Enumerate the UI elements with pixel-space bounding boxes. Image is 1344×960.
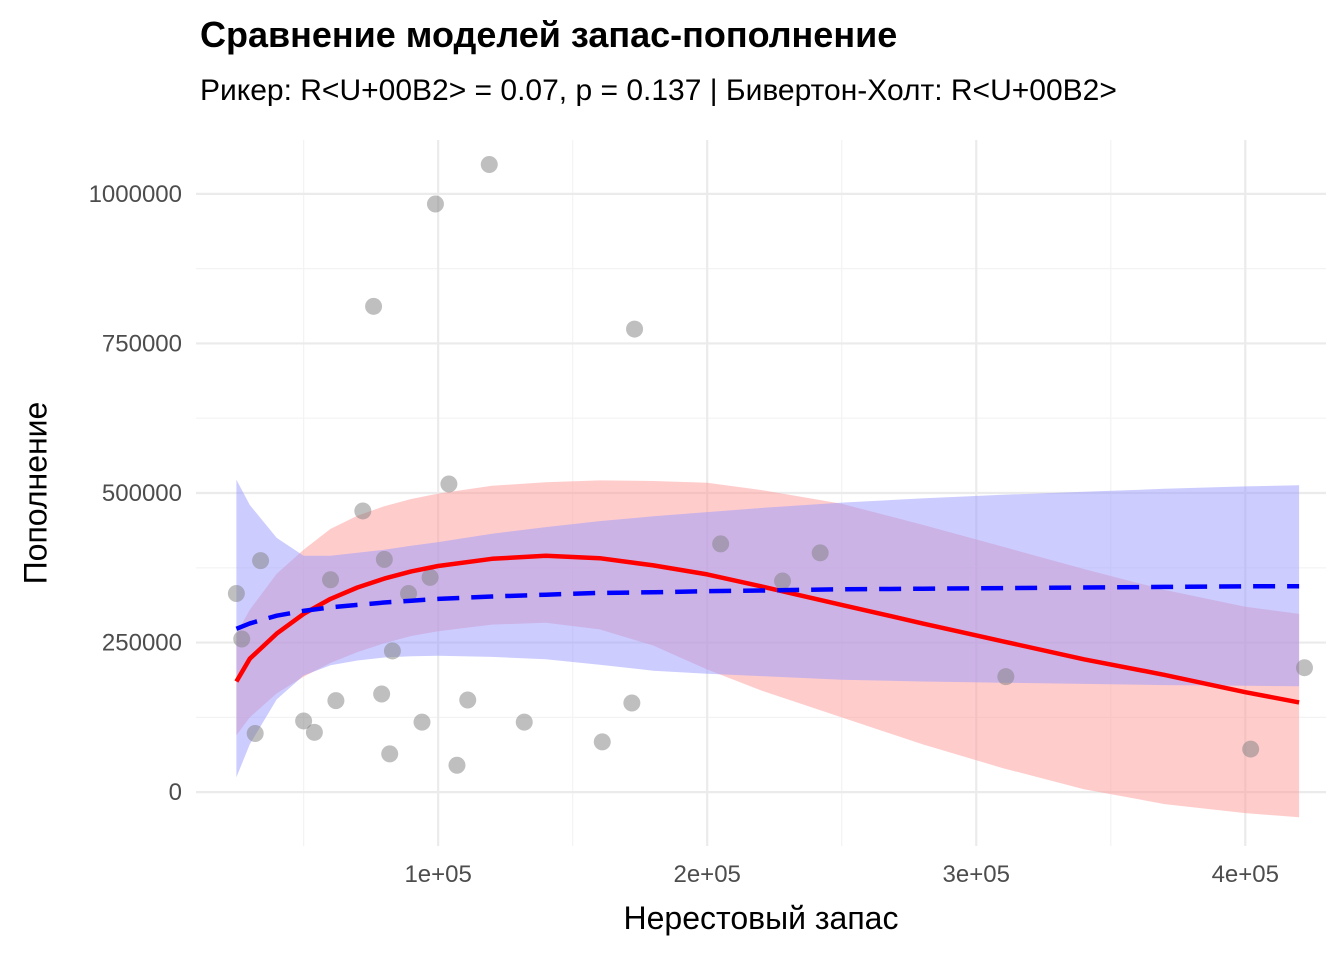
data-point [365, 297, 383, 315]
ricker-fit-line [234, 553, 1300, 705]
bh-confidence-band [236, 479, 1300, 778]
data-point [252, 552, 270, 570]
axis-tick-labels: 1e+05 2e+05 3e+05 4e+05 0 250000 500000 750000 1… [89, 181, 1279, 888]
x-tick-label: 2e+05 [673, 861, 740, 888]
data-point [1295, 659, 1313, 677]
data-point [712, 535, 730, 553]
data-point [327, 692, 345, 710]
data-point [413, 713, 431, 731]
data-points [227, 156, 1313, 774]
fit-lines [234, 553, 1300, 705]
bh-fit-line [235, 584, 1300, 631]
data-point [515, 713, 533, 731]
data-point [440, 475, 458, 493]
data-point [426, 195, 444, 213]
data-point [381, 745, 399, 763]
data-point [480, 156, 498, 174]
x-axis-label: Нерестовый запас [623, 900, 899, 936]
data-point [626, 320, 644, 338]
data-point [322, 571, 340, 589]
data-point [623, 694, 641, 712]
data-point [246, 725, 264, 743]
data-point [375, 550, 393, 568]
data-point [383, 642, 401, 660]
data-point [997, 668, 1015, 686]
chart-title: Сравнение моделей запас-пополнение [200, 14, 898, 55]
data-point [774, 572, 792, 590]
data-point [421, 568, 439, 586]
data-point [373, 685, 391, 703]
x-tick-label: 4e+05 [1212, 861, 1279, 888]
data-point [448, 756, 466, 774]
data-point [295, 712, 313, 730]
data-point [593, 733, 611, 751]
chart-subtitle: Рикер: R<U+00B2> = 0.07, p = 0.137 | Бив… [200, 74, 1117, 107]
x-tick-label: 3e+05 [943, 861, 1010, 888]
data-point [400, 585, 418, 603]
y-axis-label-container: Пополнение [16, 140, 56, 846]
data-point [459, 691, 477, 709]
data-point [354, 502, 372, 520]
data-point [305, 723, 323, 741]
y-tick-label: 0 [169, 779, 182, 806]
confidence-bands [236, 479, 1300, 818]
data-point [227, 585, 245, 603]
y-axis-label: Пополнение [17, 401, 54, 585]
data-point [1242, 740, 1260, 758]
y-tick-label: 500000 [102, 480, 182, 507]
data-point [233, 630, 251, 648]
y-tick-label: 1000000 [89, 181, 182, 208]
data-point [811, 544, 829, 562]
x-tick-label: 1e+05 [404, 861, 471, 888]
y-tick-label: 750000 [102, 330, 182, 357]
y-tick-label: 250000 [102, 630, 182, 657]
